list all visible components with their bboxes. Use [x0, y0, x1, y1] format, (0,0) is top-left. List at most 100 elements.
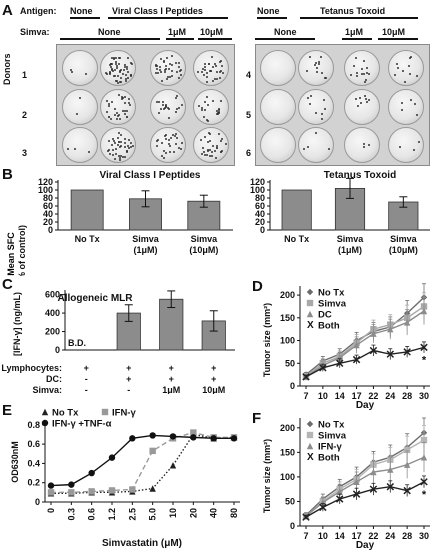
spot: [219, 76, 222, 79]
legend-marker: [41, 408, 49, 416]
spot: [356, 74, 359, 77]
spot: [203, 136, 206, 139]
spot: [160, 71, 162, 74]
chart-c-cell: +: [169, 374, 174, 384]
spot: [201, 146, 204, 149]
spot: [217, 112, 220, 115]
panel-b-ylabel-2: (% of control): [17, 225, 27, 276]
spot: [363, 81, 366, 84]
spot: [180, 142, 183, 145]
spot: [320, 112, 323, 115]
spot: [201, 109, 204, 112]
spot: [119, 70, 122, 73]
spot: [112, 140, 115, 143]
series-line: [305, 456, 425, 517]
chart-d-ylabel: Tumor size (mm²): [262, 303, 272, 377]
chart-c-cell: +: [126, 363, 131, 373]
spot: [220, 150, 223, 153]
spot: [123, 68, 126, 71]
data-point: [210, 435, 217, 442]
spot: [159, 58, 162, 61]
data-point: [230, 435, 238, 442]
spot: [108, 153, 111, 156]
data-point: [336, 488, 343, 495]
spot: [119, 68, 122, 71]
spot: [178, 69, 181, 72]
panel-letter-f: F: [252, 410, 262, 427]
spot: [105, 71, 108, 74]
elispot-well: [193, 50, 229, 86]
spot: [122, 109, 125, 112]
spot: [314, 112, 317, 115]
spot: [115, 153, 118, 156]
spot: [129, 75, 132, 78]
data-point: [335, 495, 344, 503]
spot: [156, 71, 159, 74]
spot: [367, 73, 370, 76]
data-point: [403, 348, 411, 356]
donor-4: 4: [246, 70, 252, 80]
spot: [164, 69, 167, 72]
spot: [180, 103, 183, 106]
spot: [367, 144, 370, 147]
legend-marker: [41, 419, 49, 427]
spot: [161, 154, 164, 157]
y-tick-label: 200: [45, 327, 60, 337]
chart-c-bd-label: B.D.: [68, 338, 86, 348]
spot: [70, 71, 73, 74]
spot: [109, 62, 112, 65]
spot: [180, 68, 183, 71]
elispot-well: [62, 50, 98, 86]
y-tick-label: 600: [45, 290, 60, 300]
y-tick-label: 200: [280, 423, 295, 433]
spot: [207, 148, 210, 151]
spot: [356, 72, 359, 75]
chart-c-cell: +: [169, 363, 174, 373]
data-point: [88, 469, 95, 477]
spot: [168, 144, 171, 147]
elispot-well: [100, 50, 136, 86]
x-tick-label: 30: [419, 391, 429, 401]
spot: [172, 133, 175, 136]
spot: [126, 70, 129, 73]
y-tick-label: 120: [38, 177, 53, 187]
y-tick-label: 80: [255, 193, 265, 203]
legend-label: IFN-γ +TNF-α: [52, 419, 112, 430]
y-tick-label: 120: [250, 177, 265, 187]
spot: [126, 76, 129, 79]
spot: [197, 70, 200, 73]
antigen-viral: Viral Class I Peptides: [112, 6, 203, 16]
chart-c-row-label: Simva:: [32, 385, 62, 394]
spot: [211, 144, 214, 147]
legend-label: Simva: [318, 299, 347, 310]
x-tick-label: (10μM): [389, 245, 418, 255]
spot: [365, 78, 368, 81]
legend-marker: [306, 442, 314, 450]
spot: [163, 135, 166, 138]
elispot-well: [62, 127, 98, 163]
underline-simva-10um: [198, 38, 232, 40]
x-tick-label: 0: [46, 508, 56, 513]
data-point: [386, 482, 395, 491]
data-point: [319, 503, 327, 512]
spot: [130, 146, 133, 149]
y-tick-label: 80: [43, 193, 53, 203]
spot: [78, 97, 81, 100]
spot: [200, 152, 203, 155]
spot: [125, 78, 127, 81]
x-tick-label: (1μM): [338, 245, 362, 255]
spot: [120, 95, 123, 98]
data-point: [129, 486, 136, 493]
elispot-well: [388, 127, 424, 163]
spot: [308, 103, 311, 106]
spot: [174, 134, 177, 137]
spot: [108, 116, 111, 119]
data-point: [149, 485, 156, 492]
spot: [364, 98, 367, 101]
legend-label: No Tx: [318, 288, 345, 299]
spot: [413, 102, 416, 105]
spot: [114, 56, 117, 59]
spot: [204, 153, 207, 156]
simva-col-6: 10μM: [382, 27, 406, 37]
panel-e-chart: 0 0.2 0.4 0.6 0.8 0 0.3 0.6 1.2 2.5 5.0 10 20 40 80 No …: [10, 408, 240, 549]
